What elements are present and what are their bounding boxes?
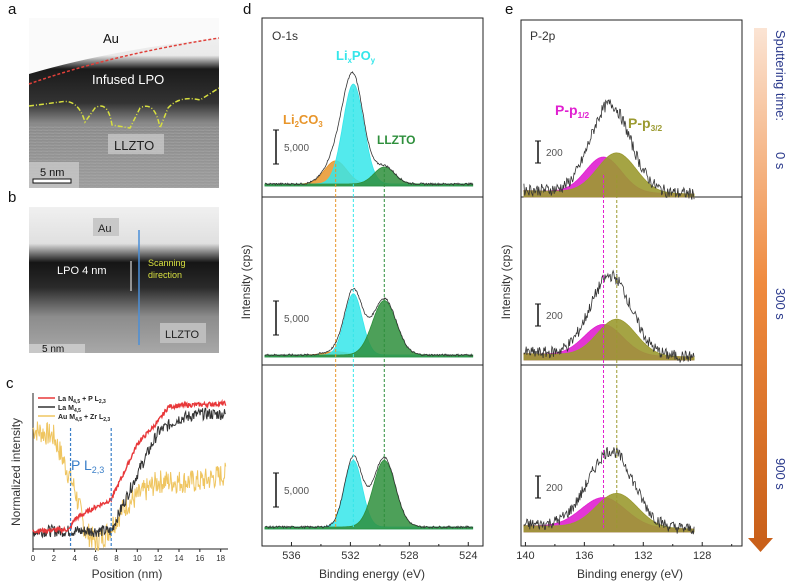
e-x-label: Binding energy (eV) — [577, 567, 683, 581]
c-x-tick-label: 10 — [133, 554, 142, 563]
label-infused-lpo: Infused LPO — [92, 72, 164, 87]
e-y-label: Intensity (cps) — [499, 245, 513, 320]
e-component-peak-1 — [522, 152, 695, 198]
c-x-tick-label: 14 — [175, 554, 184, 563]
c-legend-label: Au M4,5 + Zr L2,3 — [58, 414, 110, 423]
panel-label-d: d — [243, 1, 251, 18]
d-x-tick-label: 536 — [282, 550, 300, 562]
d-component-peak-2 — [264, 300, 474, 358]
lpo-boundary-line — [28, 87, 220, 131]
au-region — [29, 18, 219, 74]
c-legend-label: La N4,5 + P L2,3 — [58, 396, 106, 405]
sputtering-time-900: 900 s — [773, 458, 788, 490]
sputtering-time-300: 300 s — [773, 288, 788, 320]
c-x-tick-label: 6 — [93, 554, 98, 563]
c-x-tick-label: 2 — [52, 554, 57, 563]
d-x-tick-label: 528 — [400, 550, 418, 562]
sputtering-gradient-bar — [754, 28, 767, 540]
d-scale-bar-label: 5,000 — [284, 314, 309, 325]
d-scale-bar-label: 5,000 — [284, 486, 309, 497]
c-series-line-0 — [32, 398, 227, 535]
e-scale-bar-label: 200 — [546, 148, 563, 159]
label-lpo-thickness: LPO 4 nm — [57, 265, 107, 277]
label-p-p32: P-p3/2 — [628, 115, 663, 133]
c-series-line-1 — [32, 407, 226, 539]
e-x-tick-label: 132 — [634, 550, 652, 562]
c-x-tick-label: 18 — [216, 554, 225, 563]
c-x-tick-label: 16 — [195, 554, 204, 563]
panel-label-b: b — [8, 189, 16, 206]
d-x-label: Binding energy (eV) — [319, 567, 425, 581]
c-legend-label: La M4,5 — [58, 405, 81, 414]
panel-label-c: c — [6, 375, 14, 392]
panel-label-e: e — [505, 1, 513, 18]
label-llzto-b: LLZTO — [165, 329, 199, 341]
panel-d: d 536 532 528 524 5,000 5,000 5,000 Li2CO3 LixPO… — [239, 1, 484, 581]
e-envelope-line — [523, 447, 695, 535]
d-frame — [261, 17, 484, 547]
label-au-b: Au — [98, 223, 111, 235]
e-x-tick-label: 136 — [575, 550, 593, 562]
panel-label-a: a — [8, 1, 17, 18]
label-lixpoy: LixPOy — [336, 48, 376, 65]
scale-label-a: 5 nm — [40, 167, 64, 179]
d-scale-bar-label: 5,000 — [284, 143, 309, 154]
e-scale-bar-label: 200 — [546, 311, 563, 322]
e-x-tick-label: 128 — [693, 550, 711, 562]
d-envelope-line — [264, 71, 474, 186]
label-llzto: LLZTO — [377, 133, 415, 147]
label-direction: direction — [148, 270, 182, 280]
e-scale-bar-label: 200 — [546, 483, 563, 494]
c-annotation: P L2,3 — [71, 457, 104, 475]
c-y-label: Normalized intensity — [9, 418, 23, 526]
label-scanning: Scanning — [148, 258, 186, 268]
panel-c: c 0 2 4 6 8 10 12 14 16 18 La N4,5 + P L2,3La M4,… — [6, 375, 228, 581]
panel-b: b Au LPO 4 nm Scanning direction LLZTO 5… — [8, 189, 219, 355]
scale-label-b: 5 nm — [42, 344, 64, 355]
e-envelope-line — [523, 99, 695, 200]
d-y-label: Intensity (cps) — [239, 245, 253, 320]
e-x-tick-label: 140 — [516, 550, 534, 562]
c-x-tick-label: 0 — [31, 554, 36, 563]
panel-a: a Au Infused LPO LLZTO 5 nm — [8, 1, 220, 188]
d-envelope-line — [264, 287, 473, 357]
d-envelope-line — [264, 455, 473, 530]
c-x-tick-label: 12 — [154, 554, 163, 563]
scale-bar-a — [32, 178, 72, 184]
c-series-line-2 — [32, 421, 227, 552]
sputtering-title: Sputtering time: — [773, 30, 788, 121]
e-title: P-2p — [530, 29, 556, 43]
c-x-tick-label: 4 — [72, 554, 77, 563]
panel-e: e 140 136 132 128 200 200 200 P-p1/2 P-p3/2 P-2p… — [499, 1, 743, 581]
e-frame — [520, 19, 743, 547]
sputtering-arrow-icon — [748, 538, 773, 552]
c-x-tick-label: 8 — [114, 554, 119, 563]
e-envelope-line — [523, 269, 695, 364]
label-li2co3: Li2CO3 — [283, 112, 323, 129]
label-au: Au — [103, 31, 119, 46]
sputtering-colorbar: Sputtering time: 0 s 300 s 900 s — [748, 28, 788, 552]
d-title: O-1s — [272, 29, 298, 43]
d-x-tick-label: 532 — [341, 550, 359, 562]
c-x-label: Position (nm) — [92, 567, 163, 581]
label-p-p12: P-p1/2 — [555, 102, 590, 120]
d-component-peak-1 — [264, 83, 474, 187]
d-component-peak-2 — [264, 459, 474, 530]
label-llzto-a: LLZTO — [114, 138, 154, 153]
c-legend: La N4,5 + P L2,3La M4,5Au M4,5 + Zr L2,3 — [38, 396, 110, 423]
au-interface-line — [28, 37, 220, 85]
sputtering-time-0: 0 s — [773, 152, 788, 170]
d-x-tick-label: 524 — [459, 550, 477, 562]
